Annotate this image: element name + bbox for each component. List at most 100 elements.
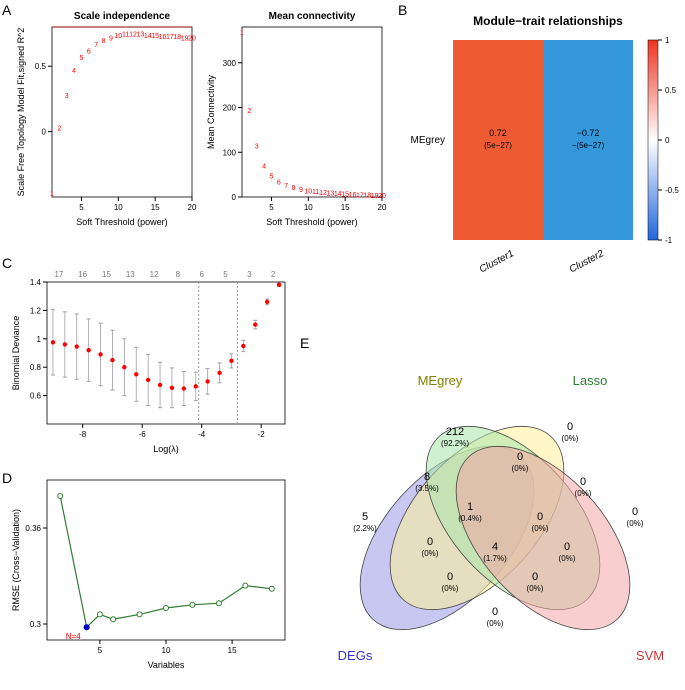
svg-text:3: 3 [65, 93, 69, 100]
svg-text:15: 15 [151, 203, 160, 212]
svg-text:Cluster2: Cluster2 [568, 248, 606, 275]
svg-text:200: 200 [223, 104, 237, 113]
svg-text:9: 9 [109, 35, 113, 42]
svg-text:4: 4 [72, 68, 76, 75]
svg-text:0.72: 0.72 [489, 128, 507, 138]
svg-text:(0.4%): (0.4%) [458, 514, 482, 523]
venn-diagram: MEgreyLassoDEGsSVM212(92.2%)0(0%)5(2.2%)… [300, 340, 685, 690]
svg-text:6: 6 [87, 49, 91, 56]
svg-text:15: 15 [228, 646, 237, 655]
svg-text:-8: -8 [79, 430, 87, 439]
module-trait-heatmap: Module−trait relationships0.72(5e−27)Clu… [398, 5, 683, 280]
svg-text:0: 0 [42, 128, 47, 137]
svg-text:0: 0 [427, 536, 433, 548]
svg-text:N=4: N=4 [66, 632, 81, 641]
svg-text:Variables: Variables [148, 660, 185, 670]
svg-text:0.36: 0.36 [25, 524, 41, 533]
svg-text:SVM: SVM [636, 648, 664, 663]
svg-text:5: 5 [79, 203, 84, 212]
svg-text:0.6: 0.6 [30, 392, 42, 401]
svg-text:(0%): (0%) [442, 584, 459, 593]
scale-independence-chart: Scale independence 5 10 15 20 0 0.5 Soft Thresh… [10, 5, 200, 240]
svg-text:0: 0 [632, 506, 638, 518]
svg-text:1.2: 1.2 [30, 306, 42, 315]
svg-text:9: 9 [299, 187, 303, 194]
svg-text:0: 0 [532, 571, 538, 583]
svg-text:(92.2%): (92.2%) [441, 439, 469, 448]
svg-text:0: 0 [492, 606, 498, 618]
svg-text:(0%): (0%) [559, 554, 576, 563]
mean-connectivity-chart: Mean connectivity51015200100200300Soft T… [200, 5, 390, 240]
svg-text:0: 0 [665, 136, 670, 145]
svg-text:20: 20 [188, 35, 196, 42]
svg-text:Scale independence: Scale independence [74, 11, 171, 22]
svg-text:17: 17 [54, 270, 63, 279]
svg-text:1.4: 1.4 [30, 278, 42, 287]
svg-text:2: 2 [247, 108, 251, 115]
svg-text:-1: -1 [665, 236, 673, 245]
svg-text:(0%): (0%) [487, 619, 504, 628]
svg-text:Soft Threshold (power): Soft Threshold (power) [266, 217, 357, 227]
svg-text:2: 2 [57, 126, 61, 133]
svg-text:100: 100 [223, 148, 237, 157]
svg-text:13: 13 [126, 270, 135, 279]
svg-text:8: 8 [424, 471, 430, 483]
svg-text:16: 16 [78, 270, 87, 279]
svg-text:(0%): (0%) [532, 524, 549, 533]
svg-text:10: 10 [114, 203, 123, 212]
svg-text:-6: -6 [139, 430, 147, 439]
svg-text:(0%): (0%) [575, 489, 592, 498]
svg-text:Log(λ): Log(λ) [153, 444, 179, 454]
svg-text:−0.72: −0.72 [577, 128, 600, 138]
svg-text:0: 0 [447, 571, 453, 583]
svg-text:3: 3 [255, 144, 259, 151]
svg-text:RMSE (Cross−Validation): RMSE (Cross−Validation) [11, 509, 21, 611]
svg-text:3: 3 [247, 270, 252, 279]
svg-text:Mean connectivity: Mean connectivity [269, 11, 356, 22]
svg-text:212: 212 [446, 426, 464, 438]
svg-text:1: 1 [467, 501, 473, 513]
svg-text:15: 15 [341, 203, 350, 212]
svg-text:20: 20 [378, 193, 386, 200]
svg-text:0: 0 [517, 451, 523, 463]
svg-text:300: 300 [223, 59, 237, 68]
svg-text:-0.5: -0.5 [665, 186, 679, 195]
lasso-deviance-chart: -8-6-4-20.60.811.21.4Log(λ)Binomial Devi… [5, 260, 300, 465]
svg-text:Scale Free Topology Model Fit,: Scale Free Topology Model Fit,signed R^2 [16, 28, 26, 197]
svg-text:6: 6 [199, 270, 204, 279]
svg-text:0: 0 [232, 193, 237, 202]
svg-text:0.8: 0.8 [30, 363, 42, 372]
svg-text:(5e−27): (5e−27) [484, 141, 512, 150]
svg-text:0.3: 0.3 [30, 620, 42, 629]
svg-text:(0%): (0%) [422, 549, 439, 558]
svg-text:7: 7 [284, 183, 288, 190]
svg-text:6: 6 [277, 179, 281, 186]
svg-text:(0%): (0%) [627, 519, 644, 528]
svg-text:Soft Threshold (power): Soft Threshold (power) [76, 217, 167, 227]
svg-text:5: 5 [223, 270, 228, 279]
svg-text:5: 5 [98, 646, 103, 655]
svg-text:MEgrey: MEgrey [411, 135, 445, 146]
svg-text:4: 4 [492, 541, 498, 553]
svg-text:5: 5 [269, 203, 274, 212]
svg-text:0: 0 [580, 476, 586, 488]
svg-text:5: 5 [270, 174, 274, 181]
svg-text:10: 10 [304, 203, 313, 212]
svg-text:5: 5 [362, 511, 368, 523]
svg-text:1: 1 [240, 29, 244, 36]
svg-text:12: 12 [150, 270, 159, 279]
svg-text:-2: -2 [258, 430, 266, 439]
svg-text:0: 0 [537, 511, 543, 523]
svg-text:20: 20 [188, 203, 197, 212]
svg-text:15: 15 [102, 270, 111, 279]
svg-text:0.5: 0.5 [35, 62, 47, 71]
rmse-chart: 510150.30.36VariablesRMSE (Cross−Validat… [5, 465, 300, 685]
svg-text:8: 8 [176, 270, 181, 279]
svg-text:2: 2 [271, 270, 276, 279]
svg-text:0: 0 [567, 421, 573, 433]
svg-text:(0%): (0%) [527, 584, 544, 593]
svg-text:(0%): (0%) [512, 464, 529, 473]
svg-text:Mean Connectivity: Mean Connectivity [206, 74, 216, 149]
svg-text:8: 8 [102, 38, 106, 45]
svg-text:-4: -4 [198, 430, 206, 439]
